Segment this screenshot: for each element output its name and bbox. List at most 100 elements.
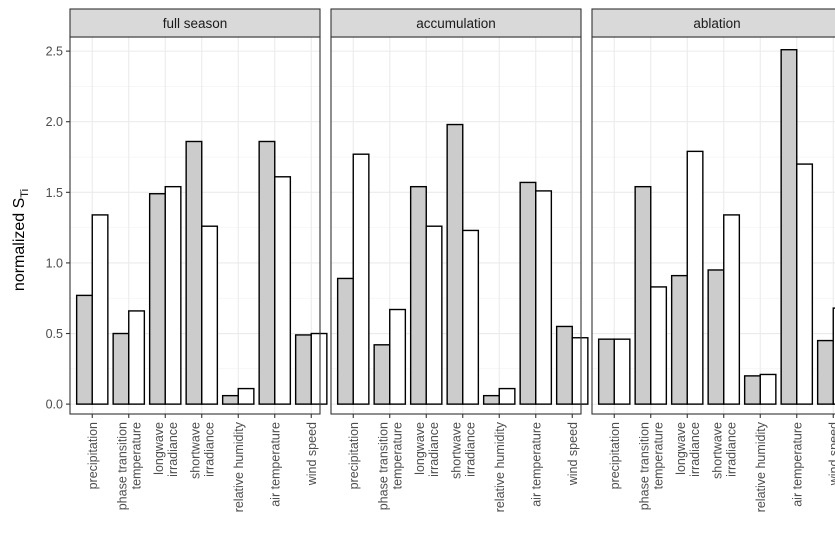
bar (535, 190, 553, 405)
bar (425, 225, 443, 405)
x-tick-label-line: precipitation (86, 422, 100, 489)
y-tick-label: 2.5 (46, 45, 63, 59)
x-tick-label: relative humidity (232, 421, 246, 512)
bar (310, 332, 328, 405)
bar (519, 181, 537, 405)
y-tick-label: 0.0 (46, 398, 63, 412)
panel-strip (591, 8, 835, 38)
bar (650, 286, 668, 405)
x-tick-label: shortwaveirradiance (710, 422, 738, 479)
bar (759, 373, 777, 405)
x-tick-label: shortwaveirradiance (449, 422, 477, 479)
x-tick-label: precipitation (608, 422, 622, 489)
bar (743, 375, 761, 405)
y-tick-label: 0.5 (46, 327, 63, 341)
x-tick-label: longwaveirradiance (674, 422, 702, 477)
bar (613, 338, 631, 405)
y-axis-title: normalized STi (11, 189, 31, 291)
x-tick-label-line: relative humidity (493, 421, 507, 512)
x-tick-label-line: longwave (674, 422, 688, 475)
x-tick-label-line: irradiance (427, 422, 441, 477)
x-tick-label-line: phase transition (376, 422, 390, 510)
bar (352, 153, 370, 405)
bar (221, 394, 239, 405)
panel-2: accumulation precipitation phase transitio… (330, 8, 589, 512)
bar (482, 394, 500, 405)
bar (498, 387, 516, 405)
bar (237, 387, 255, 405)
bar (112, 332, 130, 405)
x-tick-label-line: wind speed (566, 422, 580, 486)
x-tick-label-line: phase transition (637, 422, 651, 510)
x-tick-label: phase transitiontemperature (637, 422, 665, 510)
y-tick-label: 1.5 (46, 186, 63, 200)
x-tick-label-line: wind speed (305, 422, 319, 486)
x-tick-label-line: temperature (129, 422, 143, 489)
x-tick-label: longwaveirradiance (413, 422, 441, 477)
x-tick-label-line: air temperature (268, 422, 282, 507)
x-tick-label-line: precipitation (608, 422, 622, 489)
bar (597, 338, 615, 405)
bar (274, 176, 292, 405)
x-tick-label: air temperature (268, 422, 282, 507)
bar (201, 225, 219, 405)
x-tick-label: shortwaveirradiance (188, 422, 216, 479)
x-tick-label-line: precipitation (347, 422, 361, 489)
bar (75, 294, 93, 405)
bar (796, 163, 814, 405)
bar (294, 334, 312, 405)
x-tick-label-line: irradiance (202, 422, 216, 477)
x-tick-label: phase transitiontemperature (376, 422, 404, 510)
bar (258, 140, 276, 405)
bar (91, 214, 109, 405)
x-tick-label-line: temperature (651, 422, 665, 489)
x-tick-label-line: temperature (390, 422, 404, 489)
x-tick-label-line: relative humidity (232, 421, 246, 512)
bar (832, 307, 835, 405)
panel-1: full season precipitation phase transition… (69, 8, 328, 512)
y-axis-title-subscript: Ti (19, 189, 31, 198)
bar (634, 185, 652, 405)
bar (373, 344, 391, 405)
x-tick-label: phase transitiontemperature (115, 422, 143, 510)
bar (128, 310, 146, 405)
bar (816, 339, 834, 405)
bar (389, 308, 407, 405)
x-tick-label: wind speed (827, 422, 835, 486)
panel-title: ablation (693, 16, 740, 31)
x-tick-label-line: relative humidity (754, 421, 768, 512)
y-tick-label: 2.0 (46, 115, 63, 129)
x-tick-label: wind speed (566, 422, 580, 486)
x-tick-label: relative humidity (493, 421, 507, 512)
x-tick-label-line: phase transition (115, 422, 129, 510)
panel-title: full season (163, 16, 228, 31)
x-tick-label-line: shortwave (449, 422, 463, 479)
x-tick-label: air temperature (790, 422, 804, 507)
x-tick-label: precipitation (347, 422, 361, 489)
bar (446, 123, 464, 405)
x-tick-label-line: longwave (413, 422, 427, 475)
x-tick-label: wind speed (305, 422, 319, 486)
x-tick-label-line: irradiance (688, 422, 702, 477)
x-tick-label-line: air temperature (790, 422, 804, 507)
bar (185, 140, 203, 405)
panel-3: ablation precipitation phase transitiontem… (591, 8, 835, 512)
bar (409, 185, 427, 405)
bar (670, 274, 688, 405)
panel-strip (330, 8, 582, 38)
x-tick-label-line: wind speed (827, 422, 835, 486)
y-axis-title-main: normalized S (11, 198, 28, 291)
panel-strip (69, 8, 321, 38)
x-tick-label: precipitation (86, 422, 100, 489)
x-tick-label: relative humidity (754, 421, 768, 512)
bar (164, 185, 182, 405)
x-tick-label-line: irradiance (463, 422, 477, 477)
bar (148, 193, 166, 405)
x-tick-label-line: shortwave (188, 422, 202, 479)
x-tick-label-line: shortwave (710, 422, 724, 479)
bar (707, 269, 725, 405)
bar (571, 337, 589, 405)
x-tick-label-line: irradiance (724, 422, 738, 477)
y-tick-label: 1.0 (46, 256, 63, 270)
x-tick-label-line: longwave (152, 422, 166, 475)
